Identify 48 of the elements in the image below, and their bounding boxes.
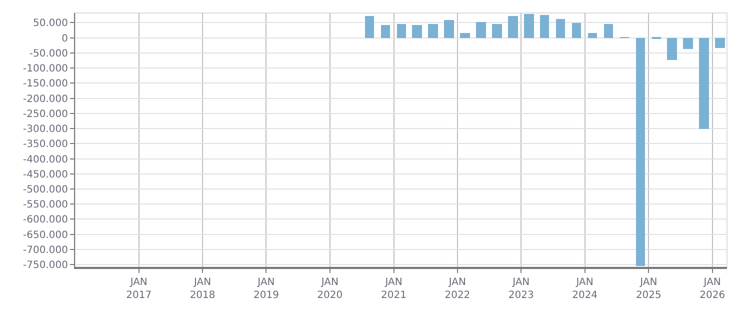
x-tick-label: JAN 2017 [126, 277, 152, 301]
bar [444, 20, 454, 38]
y-tick-label: -250.000 [23, 108, 68, 120]
bar [508, 16, 518, 38]
bar [381, 25, 390, 38]
x-tick-label: JAN 2020 [317, 277, 343, 301]
y-tick-label: -400.000 [23, 154, 68, 166]
bar [365, 16, 374, 38]
y-tick-label: -50.000 [29, 48, 68, 60]
y-tick-label: 0 [62, 33, 68, 44]
y-tick-label: -300.000 [23, 124, 68, 136]
x-tick-label: JAN 2022 [444, 277, 470, 301]
bar [540, 15, 549, 38]
y-tick-label: -150.000 [23, 78, 68, 90]
bar [460, 33, 470, 38]
bar [556, 19, 565, 38]
y-tick-label: -750.000 [23, 260, 68, 272]
x-tick-label: JAN 2026 [700, 277, 726, 301]
y-tick-label: -350.000 [23, 139, 68, 150]
y-tick-label: -600.000 [23, 214, 68, 226]
x-tick-label: JAN 2019 [253, 277, 279, 301]
y-tick-label: 50.000 [33, 18, 68, 30]
bar [524, 14, 534, 38]
bar [492, 24, 502, 38]
bar [428, 24, 438, 38]
x-tick-label: JAN 2023 [508, 277, 534, 301]
y-tick-label: -550.000 [23, 200, 68, 211]
bar [572, 23, 581, 38]
y-tick-label: -450.000 [23, 169, 68, 180]
x-tick-label: JAN 2018 [190, 277, 216, 301]
x-tick-label: JAN 2024 [572, 277, 598, 301]
x-tick-label: JAN 2021 [381, 277, 406, 301]
bar [636, 38, 645, 266]
y-tick-label: -650.000 [23, 230, 68, 241]
y-tick-label: -500.000 [23, 184, 68, 196]
bar [588, 33, 597, 38]
bar [715, 38, 725, 48]
bar [397, 24, 406, 38]
bar [683, 38, 693, 49]
y-tick-label: -100.000 [23, 64, 68, 75]
bar [604, 24, 613, 38]
y-tick-label: -700.000 [23, 244, 68, 256]
bar [476, 22, 486, 38]
x-tick-label: JAN 2025 [636, 277, 662, 301]
bar [699, 38, 709, 129]
bar [667, 38, 677, 60]
y-tick-label: -200.000 [23, 94, 68, 105]
bar [412, 25, 422, 38]
